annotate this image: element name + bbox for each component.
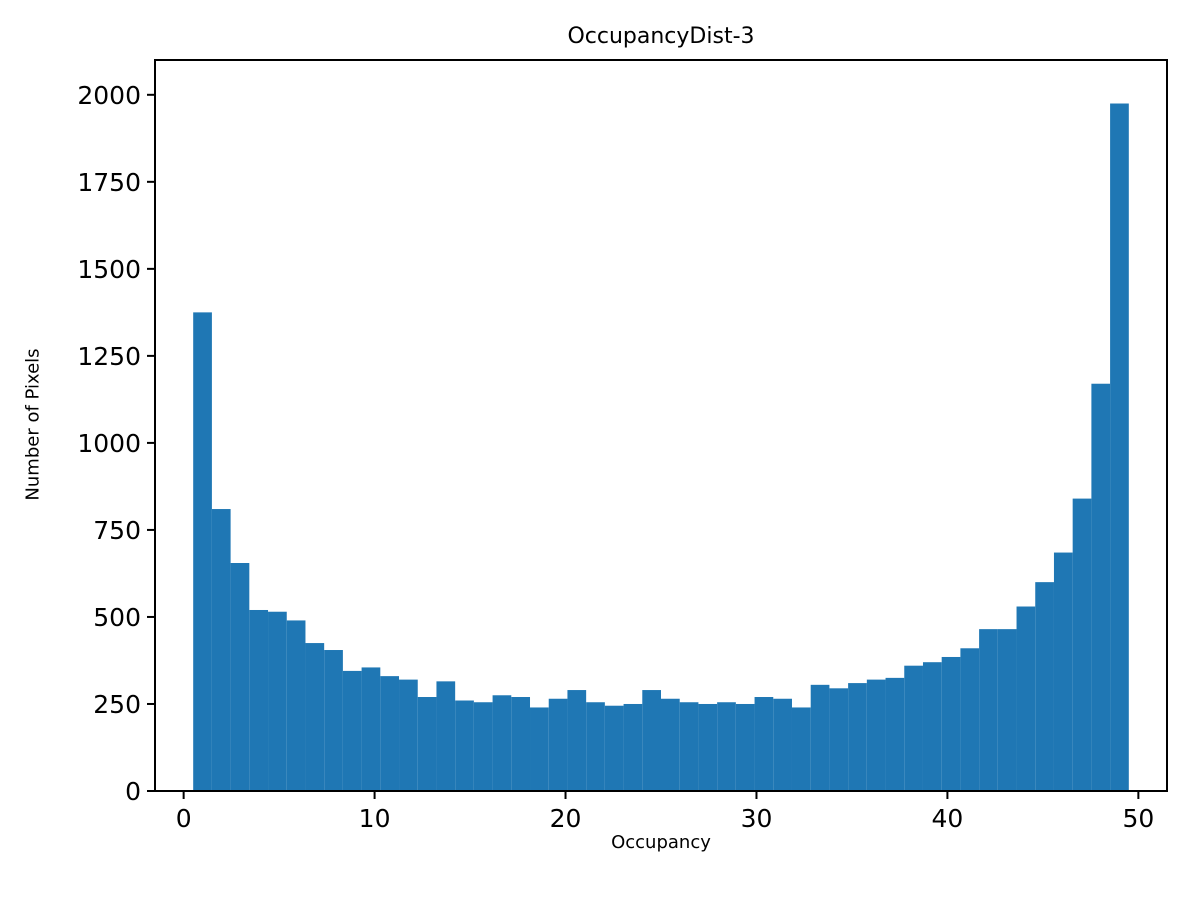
x-tick-label: 50	[1122, 804, 1154, 833]
x-tick-label: 30	[741, 804, 773, 833]
histogram-bar	[230, 563, 250, 791]
y-tick-label: 750	[93, 516, 141, 545]
chart-title: OccupancyDist-3	[567, 24, 755, 49]
histogram-bar	[960, 648, 980, 791]
histogram-bar	[548, 698, 568, 791]
histogram-bar	[511, 697, 531, 791]
x-tick-label: 40	[932, 804, 964, 833]
histogram-bar	[661, 698, 680, 791]
x-tick-label: 10	[359, 804, 391, 833]
histogram-bar	[286, 620, 306, 791]
y-tick-label: 1500	[77, 255, 141, 284]
histogram-bar	[604, 705, 624, 791]
histogram-bar	[417, 697, 437, 791]
histogram-bar	[997, 629, 1017, 791]
histogram-bar	[885, 677, 905, 791]
histogram-bar	[324, 650, 343, 791]
y-tick-label: 500	[93, 603, 141, 632]
histogram-bar	[941, 656, 961, 791]
histogram-bar	[305, 643, 325, 791]
histogram-bar	[1053, 552, 1073, 791]
histogram-bar	[848, 683, 867, 791]
histogram-bar	[735, 703, 755, 791]
histogram-bar	[1110, 103, 1129, 791]
histogram-bar	[1016, 606, 1036, 791]
plot-border	[154, 59, 1168, 792]
histogram-bar	[1091, 383, 1111, 791]
histogram-bar	[268, 611, 287, 791]
y-tick-label: 250	[93, 690, 141, 719]
histogram-bar	[249, 609, 269, 791]
histogram-bar	[866, 679, 886, 791]
y-tick-label: 1750	[77, 168, 141, 197]
y-tick-label: 2000	[77, 81, 141, 110]
histogram-bar	[791, 707, 811, 791]
histogram-bar	[567, 690, 587, 791]
histogram-bar	[1072, 498, 1092, 791]
histogram-bar	[473, 702, 493, 791]
histogram-bar	[342, 670, 362, 791]
histogram-bar	[979, 629, 998, 791]
y-tick-label: 1250	[77, 342, 141, 371]
x-tick-label: 0	[176, 804, 192, 833]
histogram-bar	[399, 679, 418, 791]
y-tick-label: 0	[125, 777, 141, 806]
y-axis-label: Number of Pixels	[22, 348, 44, 501]
histogram-bar	[698, 703, 718, 791]
histogram-bar	[810, 684, 830, 791]
histogram-bar	[586, 702, 605, 791]
histogram-bar	[530, 707, 549, 791]
histogram-bar	[829, 688, 849, 791]
histogram-bar	[679, 702, 699, 791]
histogram-bar	[922, 662, 942, 791]
histogram-bar	[455, 700, 474, 791]
x-axis-label: Occupancy	[611, 832, 711, 853]
histogram-bar	[361, 667, 381, 791]
histogram-bar	[754, 697, 774, 791]
x-tick-label: 20	[550, 804, 582, 833]
histogram-bar	[623, 703, 643, 791]
histogram-bar	[717, 702, 736, 791]
histogram-bar	[436, 681, 456, 791]
histogram-bar	[642, 690, 661, 791]
histogram-bar	[380, 676, 400, 791]
histogram-bar	[193, 312, 212, 791]
y-tick-label: 1000	[77, 429, 141, 458]
histogram-bar	[211, 509, 231, 791]
histogram-bar	[492, 695, 512, 791]
histogram-bar	[1035, 582, 1054, 791]
histogram-bar	[773, 698, 792, 791]
histogram-bar	[904, 665, 923, 791]
